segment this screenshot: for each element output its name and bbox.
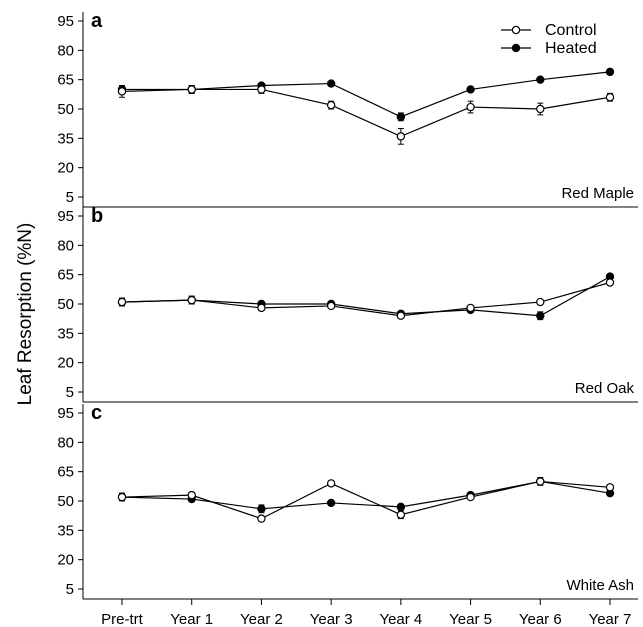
data-point-control xyxy=(257,303,266,313)
x-axis: Pre-trt Year 1 Year 2 Year 3 Year 4 Year 5 Yea… xyxy=(101,599,631,627)
y-axis-label: Leaf Resorption (%N) xyxy=(15,223,36,406)
panel-letter: b xyxy=(91,205,103,227)
data-point-control xyxy=(536,104,545,114)
data-point-control xyxy=(466,102,475,112)
y-tick-label: 35 xyxy=(57,130,74,147)
x-tick-label: Year 2 xyxy=(240,611,283,627)
y-tick-label: 80 xyxy=(57,237,74,254)
data-point-heated xyxy=(257,504,266,514)
x-tick-label: Year 3 xyxy=(310,611,353,627)
data-point-control xyxy=(396,510,406,519)
series-line-heated xyxy=(122,71,611,118)
y-tick-label: 95 xyxy=(57,208,74,225)
data-point-heated xyxy=(326,498,336,508)
y-tick-label: 50 xyxy=(57,101,74,118)
data-point-control xyxy=(326,479,336,488)
series-control xyxy=(117,477,615,523)
panel-c: 5 20 35 50 65 80 95 c White Ash xyxy=(57,402,638,600)
legend-label-control: Control xyxy=(545,22,597,39)
data-point-control xyxy=(257,514,266,523)
x-tick-label: Year 4 xyxy=(379,611,422,627)
y-tick-label: 35 xyxy=(57,325,74,342)
data-point-control xyxy=(466,492,475,502)
series-line-control xyxy=(121,88,611,138)
data-point-heated xyxy=(396,502,406,512)
data-point-heated xyxy=(605,67,615,77)
series-control xyxy=(117,278,615,320)
data-point-control xyxy=(396,311,406,320)
data-point-control xyxy=(257,85,266,94)
legend-marker-heated xyxy=(511,43,521,53)
y-tick-label: 65 xyxy=(57,267,74,284)
y-tick-label: 50 xyxy=(57,296,74,313)
series-line-control xyxy=(121,480,611,520)
x-tick-label: Pre-trt xyxy=(101,611,144,627)
data-point-control xyxy=(536,477,545,486)
y-tick-label: 65 xyxy=(57,72,74,89)
legend-label-heated: Heated xyxy=(545,40,597,57)
y-tick-label: 80 xyxy=(57,434,74,451)
series-line-heated xyxy=(121,276,611,317)
y-tick-label: 65 xyxy=(57,464,74,481)
y-tick-label: 5 xyxy=(66,384,74,401)
y-tick-label: 20 xyxy=(57,355,74,372)
y-tick-label: 5 xyxy=(66,189,74,206)
data-point-control xyxy=(605,483,615,492)
data-point-heated xyxy=(326,79,336,88)
y-tick-label: 20 xyxy=(57,552,74,569)
data-point-control xyxy=(326,301,336,311)
chart-panels: 5 20 35 50 65 80 95 a Red Maple 5 20 35 50 65 80 95 b Red… xyxy=(57,10,638,600)
data-point-control xyxy=(117,87,127,96)
series-line-control xyxy=(121,281,611,317)
data-point-heated xyxy=(536,75,545,84)
species-label: Red Maple xyxy=(561,185,634,202)
data-point-heated xyxy=(396,112,406,122)
data-point-control xyxy=(117,297,127,307)
species-label: White Ash xyxy=(566,577,634,594)
x-tick-label: Year 7 xyxy=(589,611,632,627)
data-point-control xyxy=(117,492,127,502)
data-point-heated xyxy=(536,311,545,320)
x-tick-label: Year 5 xyxy=(449,611,492,627)
data-point-control xyxy=(187,295,196,305)
panel-letter: c xyxy=(91,402,102,424)
data-point-control xyxy=(536,297,545,307)
legend-marker-control xyxy=(511,25,521,35)
data-point-control xyxy=(187,85,196,94)
data-point-control xyxy=(326,100,336,110)
y-tick-label: 95 xyxy=(57,13,74,30)
data-point-control xyxy=(396,132,406,141)
panel-a: 5 20 35 50 65 80 95 a Red Maple xyxy=(57,10,638,208)
x-tick-label: Year 1 xyxy=(170,611,213,627)
data-point-control xyxy=(466,303,475,313)
panel-b: 5 20 35 50 65 80 95 b Red Oak xyxy=(57,205,638,403)
y-tick-label: 35 xyxy=(57,522,74,539)
y-tick-label: 5 xyxy=(66,581,74,598)
data-point-control xyxy=(605,93,615,102)
data-point-heated xyxy=(466,85,475,94)
data-point-control xyxy=(605,278,615,287)
y-tick-label: 50 xyxy=(57,493,74,510)
x-tick-label: Year 6 xyxy=(519,611,562,627)
panel-letter: a xyxy=(91,10,103,32)
data-point-control xyxy=(187,490,196,500)
species-label: Red Oak xyxy=(575,380,635,397)
series-control xyxy=(117,85,615,145)
y-tick-label: 95 xyxy=(57,405,74,422)
y-tick-label: 20 xyxy=(57,160,74,177)
y-tick-label: 80 xyxy=(57,42,74,59)
